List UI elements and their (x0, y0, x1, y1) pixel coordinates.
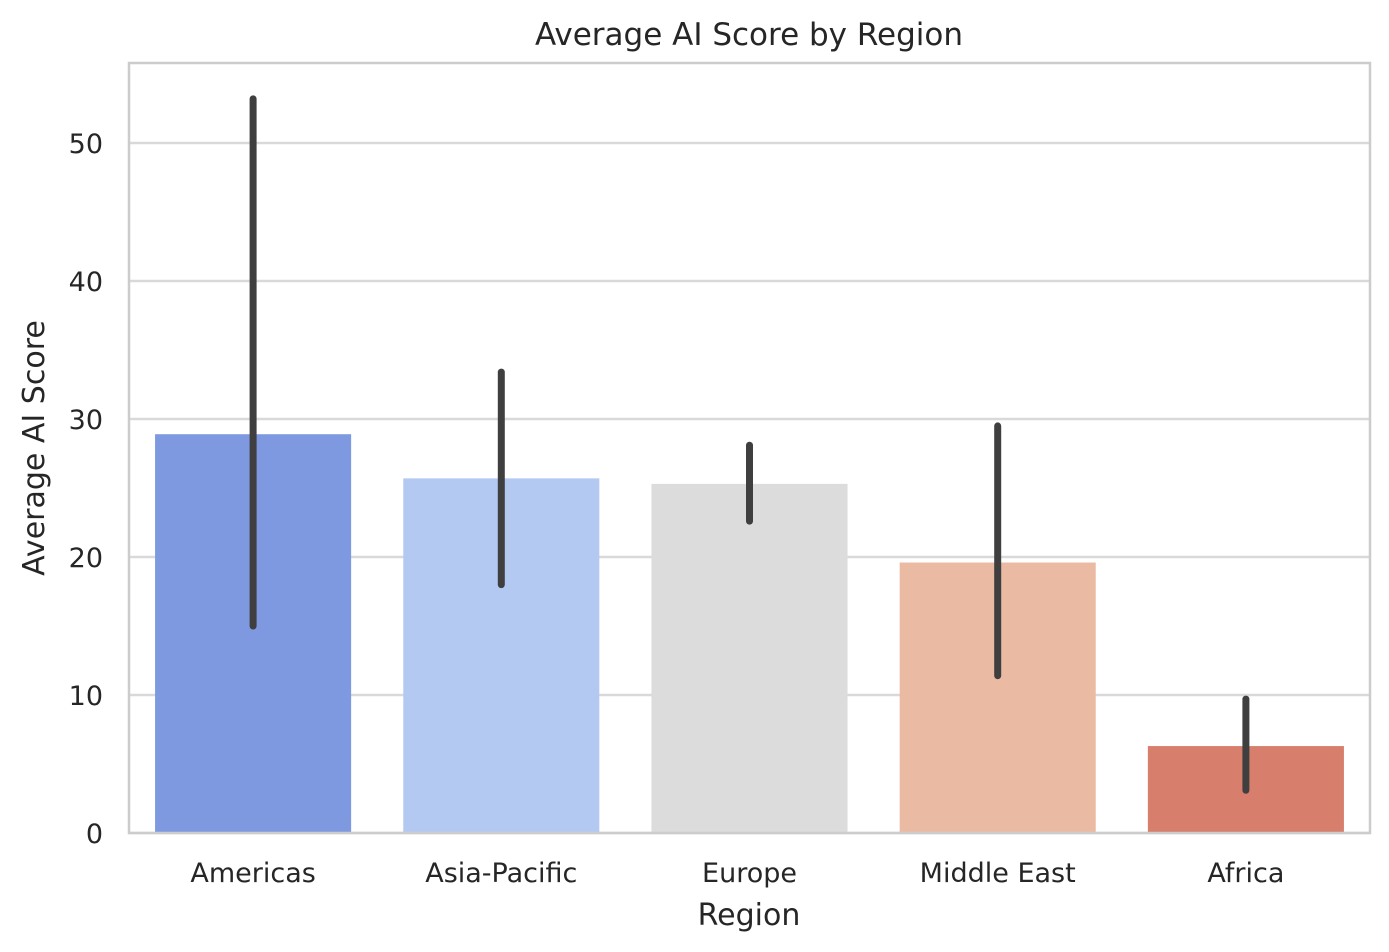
plot-frame (127, 61, 1372, 835)
x-tick-label: Asia-Pacific (425, 858, 577, 889)
bar (651, 483, 848, 833)
y-tick-label: 50 (69, 129, 103, 160)
error-bars (249, 95, 1250, 794)
x-tick-labels: Americas Asia-Pacific Europe Middle East Afr… (190, 858, 1284, 889)
x-axis-label: Region (698, 898, 801, 933)
y-tick-label: 40 (69, 267, 103, 298)
chart-title: Average AI Score by Region (535, 17, 963, 53)
x-tick-label: Europe (702, 858, 797, 889)
y-axis-label: Average AI Score (17, 320, 52, 576)
y-tick-label: 0 (86, 819, 103, 850)
y-tick-label: 30 (69, 405, 103, 436)
y-tick-label: 20 (69, 543, 103, 574)
y-tick-labels: 0 10 20 30 40 50 (69, 129, 103, 850)
x-tick-label: Africa (1207, 858, 1284, 889)
x-tick-label: Middle East (920, 858, 1076, 889)
x-tick-label: Americas (190, 858, 315, 889)
y-tick-label: 10 (69, 681, 103, 712)
